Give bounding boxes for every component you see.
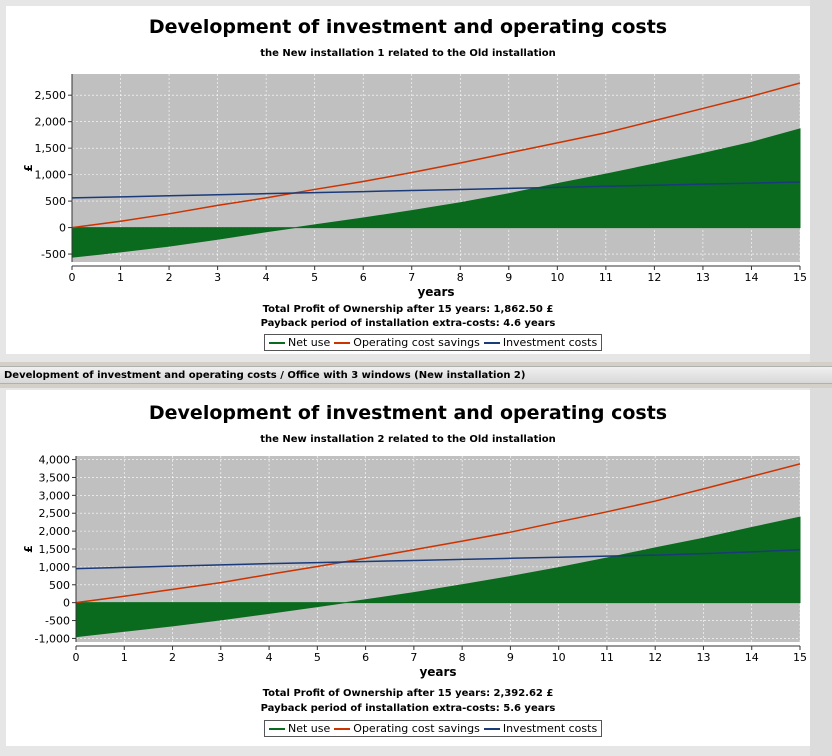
x-tick-label: 6	[360, 271, 367, 284]
y-tick-label: 500	[49, 579, 70, 592]
x-tick-label: 14	[744, 271, 758, 284]
x-tick-label: 4	[266, 651, 273, 664]
y-tick-label: 2,000	[35, 116, 67, 129]
x-tick-label: 7	[410, 651, 417, 664]
x-tick-label: 11	[599, 271, 613, 284]
x-tick-label: 11	[600, 651, 614, 664]
y-axis-label: £	[22, 164, 35, 172]
chart-2-svg: -1,000 -500 0 500 1,000 1,500 2,000 2,500 3,000 3…	[22, 454, 807, 679]
x-tick-label: 15	[793, 271, 807, 284]
operating-cost-savings-line	[71, 82, 801, 229]
chart-legend: Net use Operating cost savings Investmen…	[264, 334, 603, 351]
legend-swatch-investment-costs	[483, 727, 500, 730]
total-profit-line: Total Profit of Ownership after 15 years…	[262, 688, 554, 699]
x-tick-label: 5	[314, 651, 321, 664]
x-tick-label: 1	[117, 271, 124, 284]
net-use-area	[71, 128, 801, 258]
y-tick-label: 2,000	[39, 525, 71, 538]
payback-period-line: Payback period of installation extra-cos…	[260, 318, 556, 329]
legend-item-net-use: Net use	[269, 336, 330, 349]
legend-swatch-operating-cost-savings	[334, 727, 351, 730]
x-tick-label: 9	[505, 271, 512, 284]
x-tick-label: 3	[214, 271, 221, 284]
y-tick-label: 1,000	[39, 561, 71, 574]
legend-item-operating-cost-savings: Operating cost savings	[334, 722, 480, 735]
y-tick-label: 4,000	[39, 454, 71, 467]
x-axis-label: years	[419, 665, 456, 679]
y-axis-label: £	[22, 545, 35, 553]
chart-panel-2: Development of investment and operating …	[0, 388, 832, 756]
y-tick-label: 3,500	[39, 471, 71, 484]
y-tick-label: -1,000	[35, 632, 70, 645]
x-tick-label: 1	[121, 651, 128, 664]
legend-label: Investment costs	[502, 722, 598, 735]
legend-label: Net use	[288, 722, 331, 735]
legend-item-investment-costs: Investment costs	[483, 722, 598, 735]
chart-title: Development of investment and operating …	[148, 402, 668, 424]
y-tick-label: -500	[45, 615, 70, 628]
x-tick-label: 6	[362, 651, 369, 664]
investment-costs-line	[75, 548, 801, 570]
net-use-area	[75, 516, 801, 638]
chart-subtitle: the New installation 1 related to the Ol…	[260, 48, 556, 59]
x-tick-label: 2	[166, 271, 173, 284]
x-tick-label: 0	[73, 651, 80, 664]
chart-card-1: Development of investment and operating …	[6, 6, 810, 354]
x-tick-label: 9	[507, 651, 514, 664]
y-tick-label: 2,500	[35, 89, 67, 102]
x-tick-label: 5	[311, 271, 318, 284]
legend-label: Investment costs	[502, 336, 598, 349]
legend-label: Net use	[288, 336, 331, 349]
x-tick-label: 12	[647, 271, 661, 284]
y-tick-label: 2,500	[39, 507, 71, 520]
y-tick-label: 1,500	[39, 543, 71, 556]
x-tick-label: 8	[459, 651, 466, 664]
x-tick-label: 13	[696, 651, 710, 664]
y-tick-label: 1,000	[35, 169, 67, 182]
legend-swatch-operating-cost-savings	[334, 341, 351, 344]
chart-subtitle: the New installation 2 related to the Ol…	[260, 434, 556, 445]
x-tick-label: 14	[745, 651, 759, 664]
chart-card-2: Development of investment and operating …	[6, 390, 810, 746]
y-tick-label: -500	[41, 248, 66, 261]
y-tick-label: 0	[63, 597, 70, 610]
x-tick-label: 15	[793, 651, 807, 664]
x-tick-label: 4	[263, 271, 270, 284]
x-tick-label: 3	[217, 651, 224, 664]
y-tick-label: 3,000	[39, 489, 71, 502]
legend-item-net-use: Net use	[269, 722, 330, 735]
payback-period-line: Payback period of installation extra-cos…	[260, 703, 556, 714]
y-tick-label: 500	[45, 195, 66, 208]
x-tick-label: 8	[457, 271, 464, 284]
chart-legend: Net use Operating cost savings Investmen…	[264, 720, 603, 737]
total-profit-line: Total Profit of Ownership after 15 years…	[262, 304, 554, 315]
x-axis-label: years	[417, 285, 454, 299]
legend-item-operating-cost-savings: Operating cost savings	[334, 336, 480, 349]
x-tick-label: 2	[169, 651, 176, 664]
legend-swatch-net-use	[269, 341, 285, 344]
legend-swatch-investment-costs	[483, 341, 500, 344]
operating-cost-savings-line	[75, 463, 801, 604]
x-tick-label: 12	[648, 651, 662, 664]
y-tick-label: 0	[59, 222, 66, 235]
section-header[interactable]: Development of investment and operating …	[0, 366, 832, 384]
legend-label: Operating cost savings	[353, 336, 480, 349]
right-scroll-strip	[810, 0, 832, 362]
x-tick-label: 0	[69, 271, 76, 284]
right-scroll-strip	[810, 388, 832, 756]
legend-label: Operating cost savings	[353, 722, 480, 735]
x-tick-label: 13	[696, 271, 710, 284]
x-tick-label: 10	[550, 271, 564, 284]
y-tick-label: 1,500	[35, 142, 67, 155]
x-tick-label: 10	[552, 651, 566, 664]
legend-item-investment-costs: Investment costs	[483, 336, 598, 349]
chart-title: Development of investment and operating …	[148, 16, 668, 38]
x-tick-label: 7	[408, 271, 415, 284]
investment-costs-line	[71, 181, 801, 199]
chart-panel-1: Development of investment and operating …	[0, 0, 832, 362]
legend-swatch-net-use	[269, 727, 285, 730]
